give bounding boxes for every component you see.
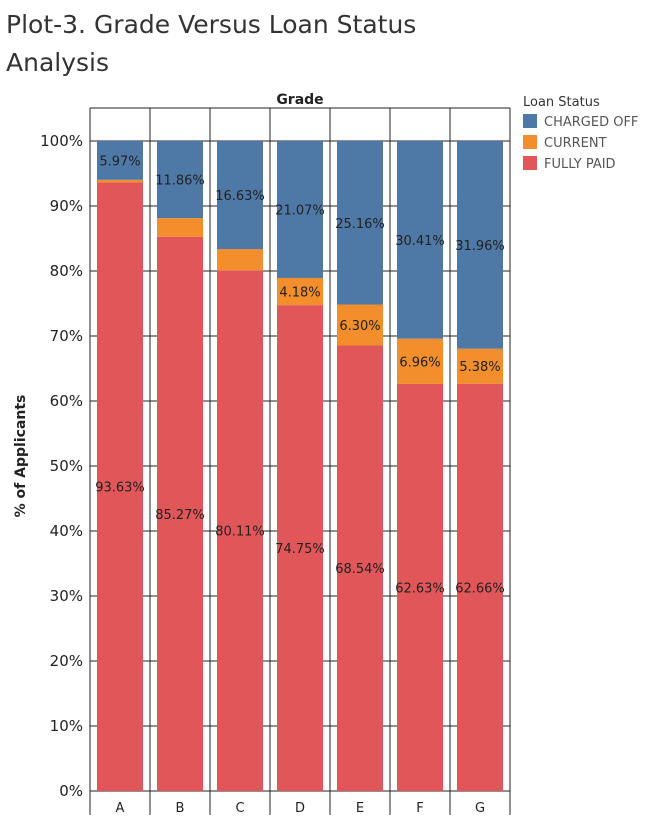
bar-current-g (457, 348, 503, 384)
bar-fully-paid-a (97, 182, 143, 791)
data-label: 85.27% (155, 508, 205, 523)
bar-current-a (97, 179, 143, 183)
legend-swatch (523, 135, 537, 149)
bars-layer (97, 141, 503, 791)
data-label: 68.54% (335, 562, 385, 577)
bar-charged-off-e (337, 141, 383, 305)
x-tick-label: D (295, 801, 305, 816)
y-tick-label: 0% (59, 782, 83, 800)
bar-current-f (397, 338, 443, 384)
bar-current-b (157, 218, 203, 237)
data-label: 16.63% (215, 189, 265, 204)
y-tick-label: 70% (50, 327, 83, 345)
bar-fully-paid-d (277, 305, 323, 791)
y-tick-label: 90% (50, 197, 83, 215)
bar-charged-off-b (157, 141, 203, 219)
data-label: 62.63% (395, 581, 445, 596)
data-label: 21.07% (275, 203, 325, 218)
y-tick-label: 100% (40, 132, 83, 150)
y-axis-title: % of Applicants (13, 395, 29, 518)
bar-charged-off-f (397, 141, 443, 339)
x-tick-label: B (176, 801, 185, 816)
bar-fully-paid-g (457, 383, 503, 791)
y-tick-label: 40% (50, 522, 83, 540)
data-label: 11.86% (155, 174, 205, 189)
y-tick-label: 50% (50, 457, 83, 475)
data-label: 80.11% (215, 525, 265, 540)
data-labels: 93.63% 5.97% 85.27% 11.86% 80.11% 16.63% 74.75… (95, 154, 505, 596)
bar-fully-paid-b (157, 236, 203, 791)
data-label: 30.41% (395, 234, 445, 249)
bar-charged-off-a (97, 141, 143, 180)
data-label: 62.66% (455, 581, 505, 596)
y-tick-label: 10% (50, 717, 83, 735)
chart-title: Plot-3. Grade Versus Loan Status Analysi… (6, 10, 417, 77)
bar-current-e (337, 304, 383, 346)
legend: Loan Status CHARGED OFF CURRENT FULLY PAID (523, 95, 638, 172)
bar-charged-off-d (277, 141, 323, 278)
y-tick-label: 60% (50, 392, 83, 410)
legend-entry: CHARGED OFF (544, 115, 638, 130)
bar-current-c (217, 249, 263, 271)
data-label: 5.38% (459, 360, 500, 375)
legend-entry: FULLY PAID (544, 157, 616, 172)
data-label: 6.30% (339, 319, 380, 334)
y-tick-label: 30% (50, 587, 83, 605)
x-tick-label: E (356, 801, 364, 816)
axes: 0% 10% 20% 30% 40% 50% 60% 70% 80% 90% 100% A B C D E F G… (13, 92, 485, 816)
bar-fully-paid-c (217, 270, 263, 791)
bar-current-d (277, 277, 323, 306)
data-label: 4.18% (279, 286, 320, 301)
bar-charged-off-g (457, 141, 503, 349)
x-axis-title: Grade (276, 92, 323, 108)
bar-charged-off-c (217, 141, 263, 250)
bar-fully-paid-f (397, 383, 443, 791)
data-label: 31.96% (455, 239, 505, 254)
data-label: 5.97% (99, 154, 140, 169)
data-label: 93.63% (95, 481, 145, 496)
legend-title: Loan Status (523, 95, 600, 110)
x-tick-label: C (235, 801, 244, 816)
data-label: 25.16% (335, 217, 385, 232)
x-tick-label: G (475, 801, 485, 816)
legend-entry: CURRENT (544, 136, 607, 151)
legend-swatch (523, 156, 537, 170)
y-tick-label: 80% (50, 262, 83, 280)
bar-fully-paid-e (337, 345, 383, 791)
data-label: 6.96% (399, 355, 440, 370)
y-tick-label: 20% (50, 652, 83, 670)
data-label: 74.75% (275, 542, 325, 557)
legend-swatch (523, 114, 537, 128)
x-tick-label: F (416, 801, 423, 816)
x-tick-label: A (116, 801, 125, 816)
